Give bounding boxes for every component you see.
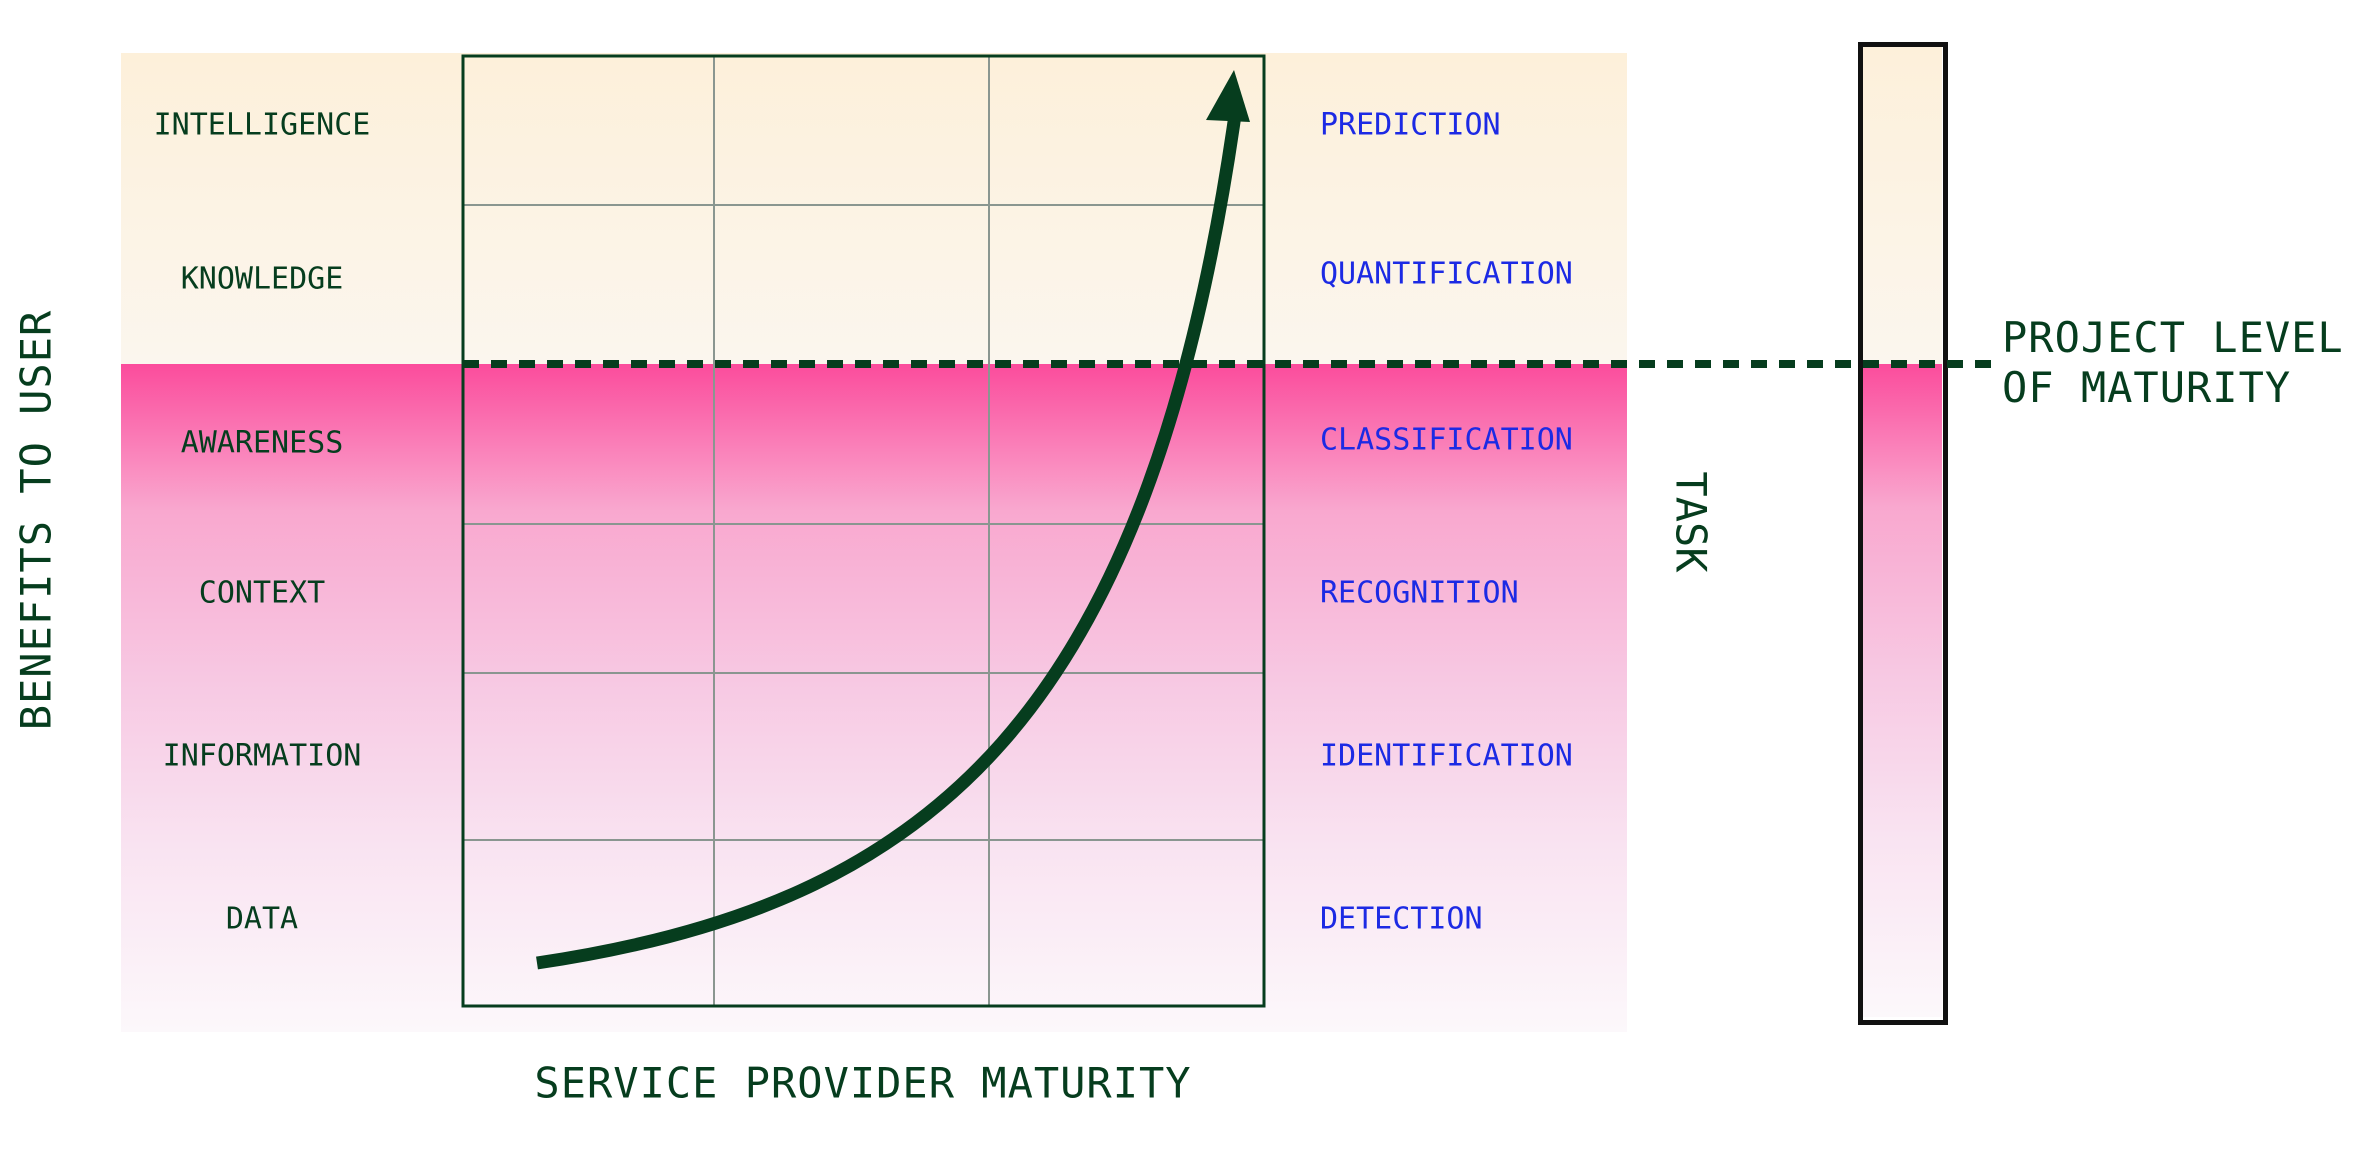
project-maturity-line2: OF MATURITY: [2002, 363, 2292, 412]
arrowhead-icon: [1206, 70, 1250, 122]
task-label-detection: DETECTION: [1320, 901, 1483, 937]
benefit-label-knowledge: KNOWLEDGE: [180, 261, 344, 297]
maturity-bar-upper: [1862, 44, 1942, 364]
task-axis-title: TASK: [1666, 471, 1716, 573]
grid: [463, 56, 1264, 1006]
y-axis-title: BENEFITS TO USER: [11, 309, 61, 731]
benefit-label-context: CONTEXT: [198, 575, 326, 611]
task-label-recognition: RECOGNITION: [1320, 575, 1519, 611]
task-label-classification: CLASSIFICATION: [1320, 422, 1573, 458]
maturity-bar-frame: [1858, 42, 1948, 1025]
task-label-quantification: QUANTIFICATION: [1320, 256, 1573, 292]
task-label-prediction: PREDICTION: [1320, 107, 1501, 143]
benefit-label-awareness: AWARENESS: [180, 425, 344, 461]
maturity-bar-lower: [1862, 364, 1942, 1017]
upper-band: [121, 53, 1627, 364]
grid-frame: [461, 54, 1266, 1008]
benefit-label-intelligence: INTELLIGENCE: [153, 107, 371, 143]
curved-growth-arrow-icon: [536, 107, 1243, 970]
project-maturity-line1: PROJECT LEVEL: [2002, 313, 2344, 362]
benefit-label-data: DATA: [225, 901, 299, 937]
lower-band: [121, 364, 1627, 1032]
task-label-identification: IDENTIFICATION: [1320, 738, 1573, 774]
x-axis-title: SERVICE PROVIDER MATURITY: [534, 1058, 1192, 1108]
benefit-label-information: INFORMATION: [162, 738, 362, 774]
project-maturity-label: PROJECT LEVEL OF MATURITY: [2002, 313, 2344, 413]
